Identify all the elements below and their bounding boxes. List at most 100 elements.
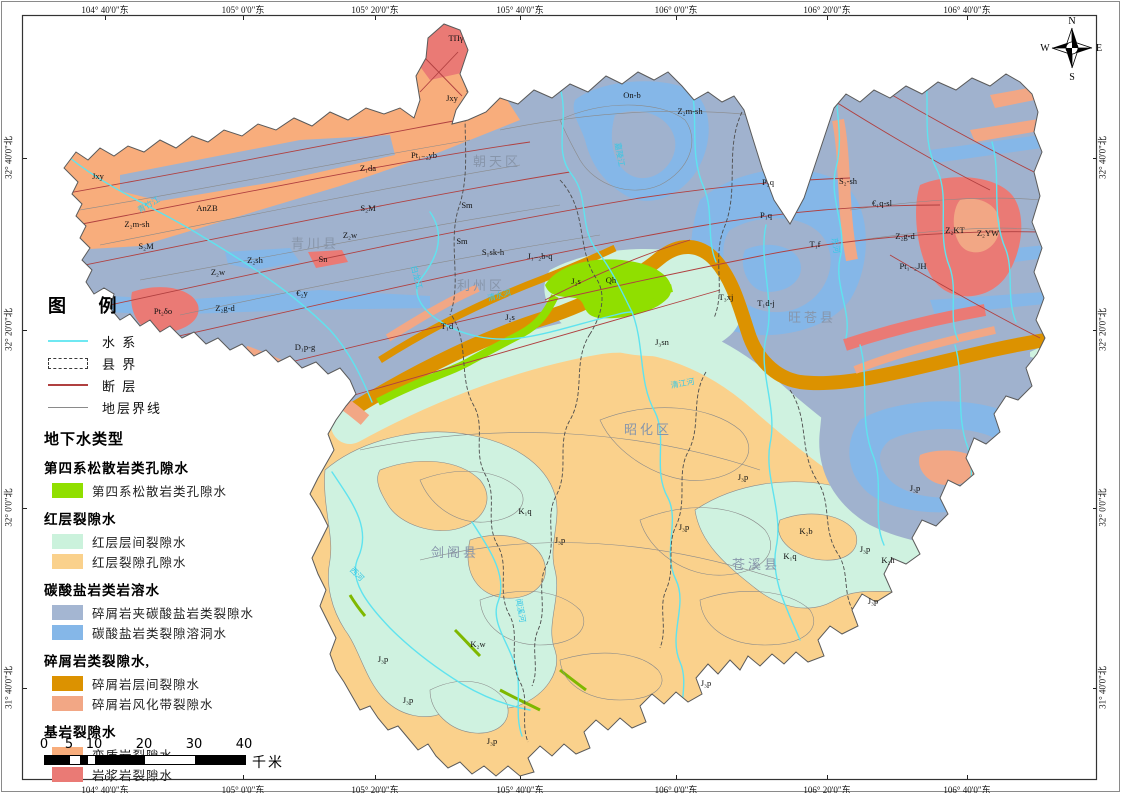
scale-bar-tick-label: 10 [85,737,103,752]
stratigraphic-code-label: K₂h [881,555,895,565]
scale-bar-segment [45,756,70,764]
longitude-label-top: 106° 0'0"东 [654,5,698,15]
county-name-label: 利州区 [457,279,505,294]
stratigraphic-code-label: TΠγ [448,33,463,43]
stratigraphic-code-label: €₂y [296,288,308,298]
stratigraphic-code-label: J₃p [910,483,921,493]
graticule-tick [676,775,677,779]
stratigraphic-code-label: S₁sk-h [482,247,505,257]
graticule-tick [375,16,376,20]
legend-line-item-label: 水 系 [102,334,138,350]
stratigraphic-code-label: Z₂m-sh [677,106,703,116]
compass-s-label: S [1069,72,1075,83]
scale-bar-segment [88,756,95,764]
compass-e-label: E [1096,43,1102,54]
stratigraphic-code-label: J₂s [505,312,515,322]
stratigraphic-code-label: J₃p [738,472,749,482]
legend-line-item-label: 地层界线 [102,400,163,416]
stratigraphic-code-label: Z₂g-d [215,303,235,313]
stratum-symbol-swatch [48,406,88,408]
graticule-tick [375,775,376,779]
compass-w-label: W [1040,43,1050,54]
stratigraphic-code-label: T₁d [441,321,454,331]
legend-color-item: 岩浆岩裂隙水 [52,764,277,784]
legend-group-title: 碳酸盐岩类岩溶水 [44,583,160,598]
legend-groundwater-groups: 第四系松散岩类孔隙水 第四系松散岩类孔隙水 红层裂隙水 红层层间裂隙水 红层裂隙孔隙水碳… [42,457,277,784]
scale-bar-unit: 千米 [252,756,284,771]
stratigraphic-code-label: K₂w [470,639,486,649]
legend-color-item-label: 碳酸盐岩类裂隙溶洞水 [92,626,228,641]
legend-group-title: 碎屑岩类裂隙水, [44,654,150,669]
groundwater-types-title: 地下水类型 [44,432,125,448]
graticule-tick [23,158,27,159]
stratigraphic-code-label: Jxy [92,171,105,181]
color-swatch [52,624,83,640]
graticule-tick [243,775,244,779]
longitude-label-bottom: 105° 40'0"东 [496,785,544,793]
stratigraphic-code-label: D₁p-g [295,342,316,352]
longitude-label-top: 105° 20'0"东 [351,5,399,15]
river-name-label: 东河 [830,237,843,254]
legend-line-item-label: 断 层 [102,378,138,394]
stratigraphic-code-label: Pt₂δo [154,306,172,316]
scale-bar-tick-label: 40 [235,737,253,752]
graticule-tick [676,16,677,20]
longitude-label-bottom: 106° 40'0"东 [943,785,991,793]
stratigraphic-code-label: Z₂w [211,267,226,277]
longitude-label-bottom: 105° 0'0"东 [221,785,265,793]
stratigraphic-code-label: J₃p [868,596,879,606]
stratigraphic-code-label: J₁₋₂b-q [527,251,553,261]
stratigraphic-code-label: Z₂m-sh [124,219,150,229]
legend-color-item: 碎屑岩夹碳酸盐岩类裂隙水 [52,602,277,622]
color-swatch [52,695,83,711]
county-name-label: 昭化区 [624,423,672,438]
legend-color-item-label: 第四系松散岩类孔隙水 [92,484,228,499]
stratigraphic-code-label: S₂-sh [839,176,858,186]
legend-line-item: 水 系 [48,330,277,352]
legend-color-item: 碳酸盐岩类裂隙溶洞水 [52,622,277,642]
graticule-tick [105,775,106,779]
county-name-label: 苍溪县 [732,558,780,573]
color-swatch [52,553,83,569]
stratigraphic-code-label: Pt₁₋₂JH [900,261,927,271]
stratigraphic-code-label: Pt₁₋₂yb [411,150,437,160]
graticule-tick [23,330,27,331]
river-symbol-swatch [48,340,88,342]
scale-bar-tick-label: 20 [135,737,153,752]
region-outline [63,23,1046,777]
stratigraphic-code-label: T₁f [810,239,821,249]
legend: 图 例 水 系县 界断 层地层界线 地下水类型 第四系松散岩类孔隙水 第四系松散岩… [42,292,277,784]
graticule-tick [1093,158,1097,159]
map-neatline [21,14,1098,781]
longitude-label-top: 106° 40'0"东 [943,5,991,15]
color-swatch [52,533,83,549]
graticule-tick [23,688,27,689]
scale-bar-segment [80,756,88,764]
compass-rose-icon: N S E W [1040,16,1102,83]
graticule-tick [1093,330,1097,331]
graticule-tick [243,16,244,20]
color-swatch [52,675,83,691]
stratigraphic-code-label: S₂M [360,203,376,213]
stratigraphic-code-label: S₂M [138,241,154,251]
county-name-label: 朝天区 [473,155,521,170]
county-name-label: 青川县 [291,237,339,252]
boundary-symbol-swatch [48,357,88,369]
county-name-label: 旺苍县 [788,311,836,326]
stratigraphic-code-label: Z₂sh [247,255,263,265]
graticule-tick [967,16,968,20]
longitude-label-bottom: 104° 40'0"东 [81,785,129,793]
stratigraphic-code-label: K₁q [783,551,797,561]
color-swatch [52,766,83,782]
scale-bar-segment [70,756,80,764]
graticule-tick [23,508,27,509]
legend-line-item: 县 界 [48,352,277,374]
legend-line-item-label: 县 界 [102,356,138,372]
legend-color-item-label: 红层层间裂隙水 [92,535,187,550]
scale-bar: 0 5 10 20 30 40 千米 [40,737,324,773]
river-name-label: 闻溪河 [514,598,528,623]
legend-color-item: 红层裂隙孔隙水 [52,551,277,571]
